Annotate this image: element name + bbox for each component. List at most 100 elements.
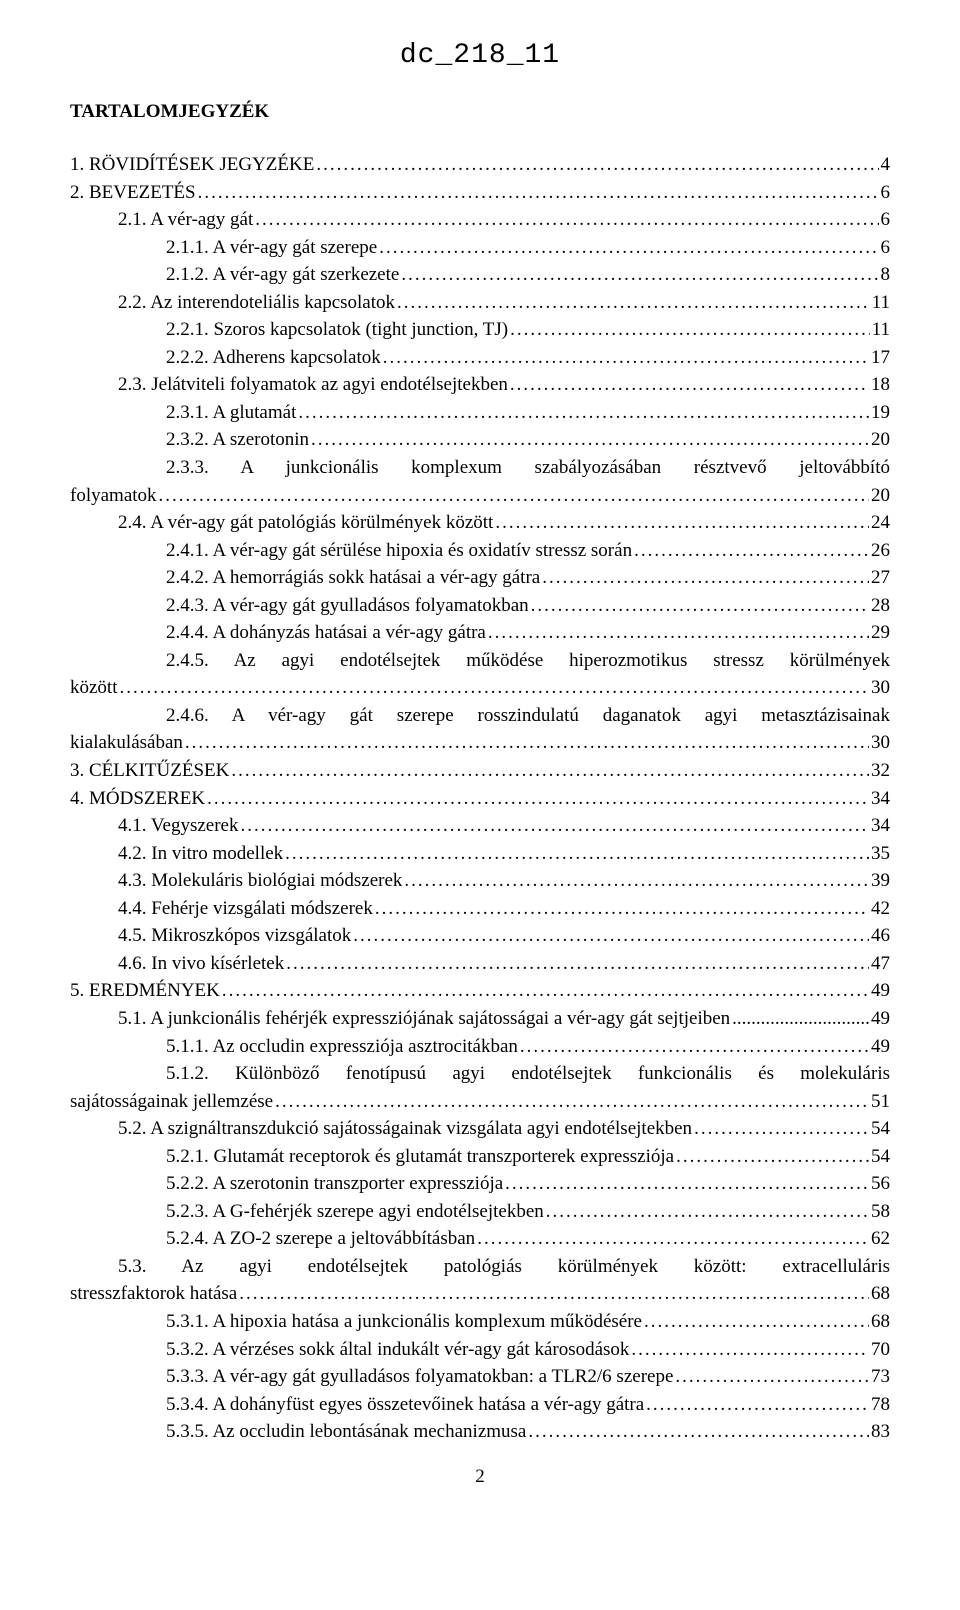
toc-entry-page: 6 (881, 179, 891, 207)
toc-entry-text: 5.3.5. Az occludin lebontásának mechaniz… (166, 1418, 526, 1446)
toc-entry-page: 28 (871, 592, 890, 620)
toc-entry: 2.4.4. A dohányzás hatásai a vér-agy gát… (70, 619, 890, 647)
toc-entry-text: 5.1.1. Az occludin expressziója asztroci… (166, 1033, 518, 1061)
toc-leader (185, 729, 869, 757)
toc-entry-continuation: között (70, 674, 118, 702)
toc-entry-text: 1. RÖVIDÍTÉSEK JEGYZÉKE (70, 151, 314, 179)
toc-entry-text: 2.3.1. A glutamát (166, 399, 296, 427)
toc-entry: 5.3.5. Az occludin lebontásának mechaniz… (70, 1418, 890, 1446)
toc-entry: 5. EREDMÉNYEK 49 (70, 977, 890, 1005)
toc-leader (198, 179, 879, 207)
toc-entry-page: 32 (871, 757, 890, 785)
toc-leader (231, 757, 869, 785)
toc-entry: 2.3. Jelátviteli folyamatok az agyi endo… (70, 371, 890, 399)
toc-entry: 5.2.4. A ZO-2 szerepe a jeltovábbításban… (70, 1225, 890, 1253)
toc-entry: 2.3.3. A junkcionális komplexum szabályo… (70, 454, 890, 509)
toc-entry-page: 17 (871, 344, 890, 372)
toc-leader (298, 399, 869, 427)
toc-entry-page: 11 (872, 289, 890, 317)
toc-leader (634, 537, 869, 565)
toc-entry-page: 70 (871, 1336, 890, 1364)
toc-leader (275, 1088, 869, 1116)
toc-entry-text: 5.3.2. A vérzéses sokk által indukált vé… (166, 1336, 629, 1364)
toc-entry-page: 4 (881, 151, 891, 179)
toc-entry-page: 19 (871, 399, 890, 427)
toc-entry-text: 4.2. In vitro modellek (118, 840, 283, 868)
toc-entry-page: 18 (871, 371, 890, 399)
toc-leader (286, 950, 869, 978)
toc-entry: 4.6. In vivo kísérletek47 (70, 950, 890, 978)
toc-leader (495, 509, 869, 537)
toc-entry-page: 27 (871, 564, 890, 592)
toc-leader (401, 261, 878, 289)
toc-entry-page: 49 (871, 977, 890, 1005)
toc-entry-text: 2.4.2. A hemorrágiás sokk hatásai a vér-… (166, 564, 540, 592)
toc-entry: 5.3. Az agyi endotélsejtek patológiás kö… (70, 1253, 890, 1308)
toc-entry: 5.1.2. Különböző fenotípusú agyi endotél… (70, 1060, 890, 1115)
toc-entry-text: 5.2.3. A G-fehérjék szerepe agyi endotél… (166, 1198, 544, 1226)
toc-entry-page: 34 (871, 812, 890, 840)
toc-leader (505, 1170, 869, 1198)
toc-entry: 2.1.1. A vér-agy gát szerepe6 (70, 234, 890, 262)
toc-entry: 4.3. Molekuláris biológiai módszerek39 (70, 867, 890, 895)
toc-entry-page: 29 (871, 619, 890, 647)
toc-entry: 2.2.1. Szoros kapcsolatok (tight junctio… (70, 316, 890, 344)
toc-entry: 2.2.2. Adherens kapcsolatok17 (70, 344, 890, 372)
toc-entry-page: 30 (871, 674, 890, 702)
toc-leader (379, 234, 878, 262)
toc-entry-text: 5.1. A junkcionális fehérjék expressziój… (118, 1005, 730, 1033)
toc-entry-text: 5.3.3. A vér-agy gát gyulladásos folyama… (166, 1363, 673, 1391)
toc-entry: 5.2.1. Glutamát receptorok és glutamát t… (70, 1143, 890, 1171)
toc-entry-text: 5. EREDMÉNYEK (70, 977, 220, 1005)
page-number: 2 (70, 1466, 890, 1488)
toc-entry-page: 56 (871, 1170, 890, 1198)
toc-entry-text: 5.2.1. Glutamát receptorok és glutamát t… (166, 1143, 674, 1171)
toc-entry-text: 2.4.4. A dohányzás hatásai a vér-agy gát… (166, 619, 486, 647)
toc-entry-page: 46 (871, 922, 890, 950)
toc-entry-text: 2.4.3. A vér-agy gát gyulladásos folyama… (166, 592, 529, 620)
toc-entry: 2.4.2. A hemorrágiás sokk hatásai a vér-… (70, 564, 890, 592)
toc-leader (546, 1198, 869, 1226)
toc-entry-page: 26 (871, 537, 890, 565)
toc-entry-text: 2.1.1. A vér-agy gát szerepe (166, 234, 377, 262)
toc-entry: 4.1. Vegyszerek34 (70, 812, 890, 840)
toc-entry-page: 49 (871, 1005, 890, 1033)
document-header: dc_218_11 (70, 40, 890, 71)
toc-leader (285, 840, 869, 868)
toc-entry-page: 62 (871, 1225, 890, 1253)
toc-leader (207, 785, 869, 813)
toc-entry: 5.3.1. A hipoxia hatása a junkcionális k… (70, 1308, 890, 1336)
toc-entry-page: 68 (871, 1308, 890, 1336)
toc-entry-continuation: sajátosságainak jellemzése (70, 1088, 273, 1116)
toc-entry-page: 35 (871, 840, 890, 868)
toc-entry-text: 4.3. Molekuláris biológiai módszerek (118, 867, 402, 895)
toc-entry-page: 58 (871, 1198, 890, 1226)
toc-entry: 5.1. A junkcionális fehérjék expressziój… (70, 1005, 890, 1033)
toc-entry-text: 5.3.4. A dohányfüst egyes összetevőinek … (166, 1391, 644, 1419)
toc-entry: 5.3.4. A dohányfüst egyes összetevőinek … (70, 1391, 890, 1419)
toc-entry: 2.1. A vér-agy gát6 (70, 206, 890, 234)
toc-entry-continuation: kialakulásában (70, 729, 183, 757)
toc-entry: 3. CÉLKITŰZÉSEK32 (70, 757, 890, 785)
toc-entry: 4.5. Mikroszkópos vizsgálatok46 (70, 922, 890, 950)
toc-leader (531, 592, 869, 620)
toc-leader (316, 151, 878, 179)
toc-entry-text: 2.3.3. A junkcionális komplexum szabályo… (70, 454, 890, 482)
toc-entry: 2.1.2. A vér-agy gát szerkezete8 (70, 261, 890, 289)
toc-container: 1. RÖVIDÍTÉSEK JEGYZÉKE42. BEVEZETÉS62.1… (70, 151, 890, 1446)
toc-entry-page: 42 (871, 895, 890, 923)
toc-leader (477, 1225, 869, 1253)
toc-leader (510, 316, 870, 344)
toc-entry-page: 68 (871, 1280, 890, 1308)
toc-entry-text: 2.4.5. Az agyi endotélsejtek működése hi… (70, 647, 890, 675)
toc-entry: 5.3.2. A vérzéses sokk által indukált vé… (70, 1336, 890, 1364)
toc-entry-text: 2. BEVEZETÉS (70, 179, 196, 207)
toc-leader (397, 289, 870, 317)
toc-entry-page: 78 (871, 1391, 890, 1419)
toc-entry: 5.2.2. A szerotonin transzporter express… (70, 1170, 890, 1198)
toc-entry: 4.4. Fehérje vizsgálati módszerek42 (70, 895, 890, 923)
toc-leader (239, 1280, 869, 1308)
toc-entry-page: 8 (881, 261, 891, 289)
toc-leader (159, 482, 869, 510)
toc-entry-text: 4.6. In vivo kísérletek (118, 950, 284, 978)
